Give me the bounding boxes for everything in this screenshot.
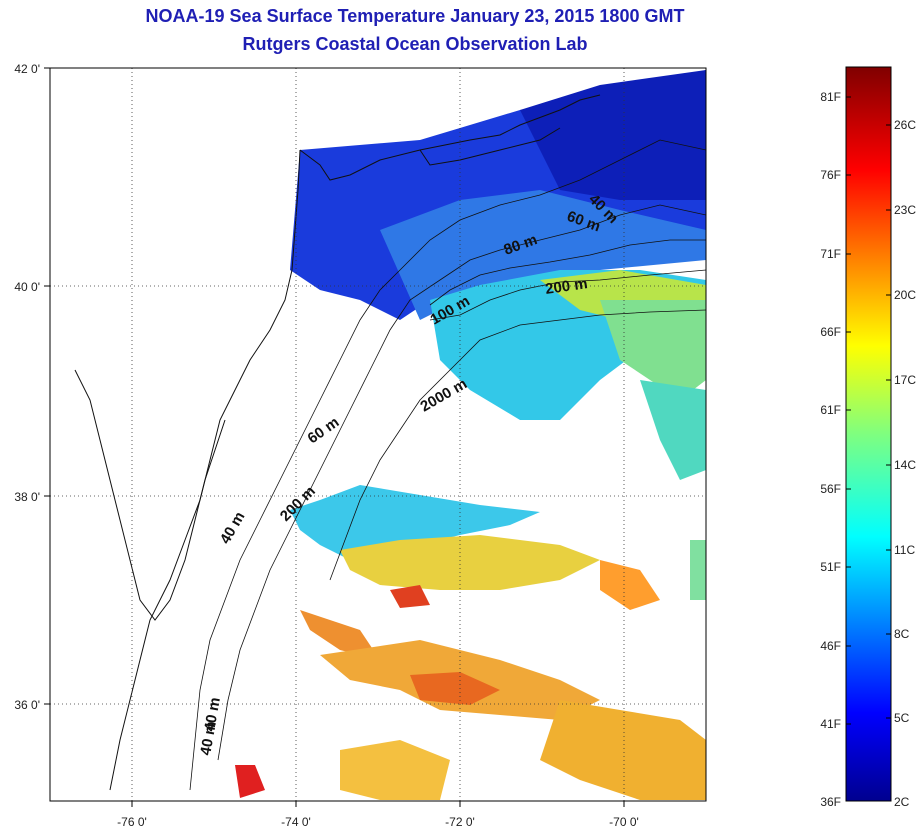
map-title: NOAA-19 Sea Surface Temperature January … <box>145 6 685 26</box>
colorbar-f-label: 61F <box>820 403 841 417</box>
latitude-labels: 42 0' 40 0' 38 0' 36 0' <box>14 62 40 712</box>
lon-label: -76 0' <box>117 815 147 829</box>
lat-label: 42 0' <box>14 62 40 76</box>
colorbar-c-label: 26C <box>894 118 916 132</box>
colorbar-f-label: 41F <box>820 717 841 731</box>
colorbar-gradient <box>845 66 892 802</box>
colorbar-c-label: 14C <box>894 458 916 472</box>
lon-label: -72 0' <box>445 815 475 829</box>
isobath-label: 40 m <box>201 696 224 733</box>
colorbar-f-label: 46F <box>820 639 841 653</box>
isobath-label: 200 m <box>544 275 588 298</box>
axis-ticks <box>44 67 625 807</box>
colorbar-f-label: 36F <box>820 795 841 809</box>
isobath-label: 2000 m <box>418 375 471 415</box>
map-frame <box>49 67 707 802</box>
longitude-labels: -76 0' -74 0' -72 0' -70 0' <box>117 815 639 829</box>
colorbar-f-label: 81F <box>820 90 841 104</box>
colorbar-f-label: 56F <box>820 482 841 496</box>
colorbar-c-label: 2C <box>894 795 910 809</box>
map-subtitle: Rutgers Coastal Ocean Observation Lab <box>242 34 588 54</box>
colorbar-f-label: 66F <box>820 325 841 339</box>
isobath-label: 40 m <box>197 720 220 757</box>
lat-label: 40 0' <box>14 280 40 294</box>
colorbar-f-label: 71F <box>820 247 841 261</box>
colorbar-f-label: 76F <box>820 168 841 182</box>
colorbar-f-label: 51F <box>820 560 841 574</box>
lat-label: 36 0' <box>14 698 40 712</box>
colorbar-c-label: 17C <box>894 373 916 387</box>
lon-label: -74 0' <box>281 815 311 829</box>
lon-label: -70 0' <box>609 815 639 829</box>
colorbar-c-label: 20C <box>894 288 916 302</box>
isobath-label: 40 m <box>217 509 249 547</box>
lat-label: 38 0' <box>14 490 40 504</box>
colorbar-c-label: 23C <box>894 203 916 217</box>
colorbar-c-label: 5C <box>894 711 910 725</box>
sst-field <box>235 70 706 800</box>
colorbar-c-label: 11C <box>894 543 915 557</box>
colorbar-c-label: 8C <box>894 627 910 641</box>
graticule <box>50 68 706 801</box>
isobaths <box>189 139 706 791</box>
coastline <box>74 94 601 791</box>
colorbar: 81F 76F 71F 66F 61F 56F 51F 46F 41F 36F … <box>820 66 916 809</box>
